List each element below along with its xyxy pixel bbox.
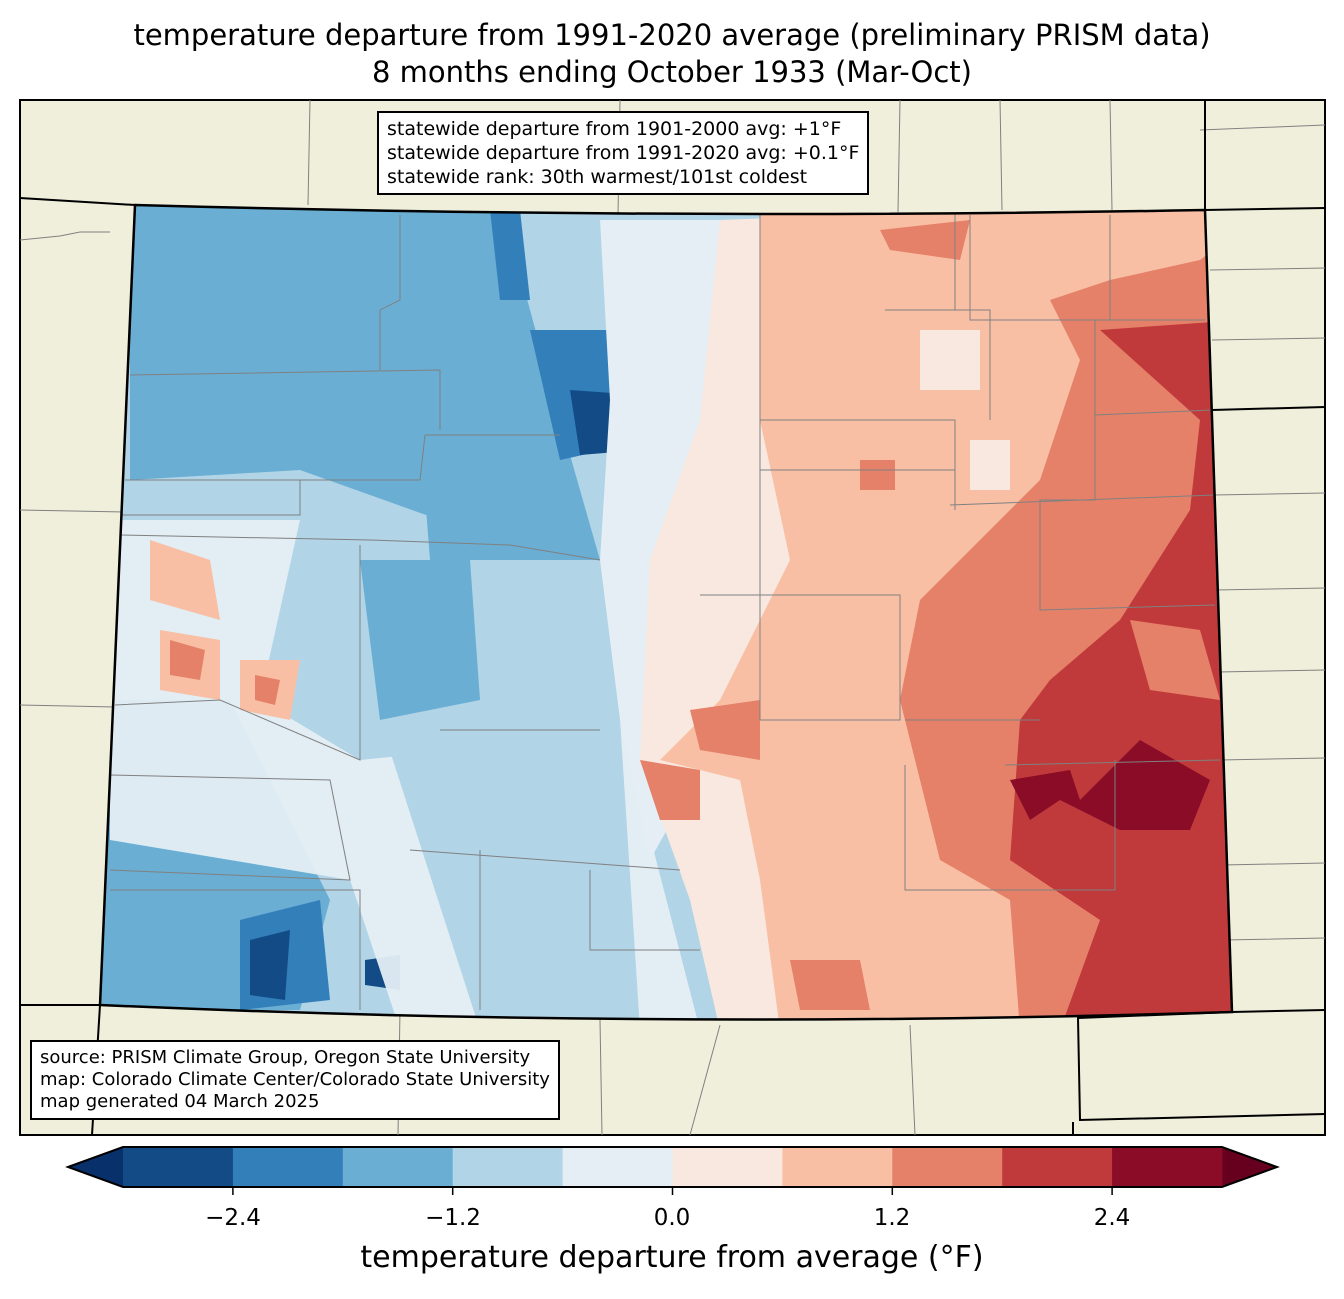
colorbar <box>65 1146 1280 1195</box>
stats-line-2: statewide departure from 1991-2020 avg: … <box>387 142 860 164</box>
colorbar-bin <box>562 1147 673 1187</box>
colorbar-bin <box>123 1147 234 1187</box>
colorbar-over-arrow <box>1222 1147 1277 1187</box>
source-line-2: map: Colorado Climate Center/Colorado St… <box>40 1069 550 1090</box>
stats-line-1: statewide departure from 1901-2000 avg: … <box>387 118 842 140</box>
source-line-1: source: PRISM Climate Group, Oregon Stat… <box>40 1047 531 1068</box>
colorbar-tick-label: −1.2 <box>425 1205 481 1231</box>
colorbar-tick-label: 1.2 <box>873 1205 911 1231</box>
departure-contours <box>100 205 1232 1020</box>
stats-line-3: statewide rank: 30th warmest/101st colde… <box>387 166 808 188</box>
colorbar-bin <box>672 1147 783 1187</box>
statewide-stats-box: statewide departure from 1901-2000 avg: … <box>377 111 870 195</box>
colorbar-bin <box>452 1147 564 1187</box>
colorbar-bin <box>782 1147 893 1187</box>
source-line-3: map generated 04 March 2025 <box>40 1091 320 1112</box>
colorbar-under-arrow <box>68 1147 123 1187</box>
colorbar-tick-label: 0.0 <box>653 1205 691 1231</box>
colorbar-label: temperature departure from average (°F) <box>360 1240 984 1275</box>
colorbar-bin <box>1002 1147 1113 1187</box>
colorbar-bin <box>1112 1147 1223 1187</box>
colorbar-tick-label: −2.4 <box>205 1205 261 1231</box>
neighbor-state-county-lines <box>19 99 1326 1136</box>
title-line-2: 8 months ending October 1933 (Mar-Oct) <box>371 55 972 89</box>
colorbar-bin <box>342 1147 454 1187</box>
colorbar-outline <box>65 1146 1280 1188</box>
county-borders <box>109 210 1221 1010</box>
title-line-1: temperature departure from 1991-2020 ave… <box>133 18 1211 52</box>
colorbar-bin <box>892 1147 1003 1187</box>
colorbar-tick-label: 2.4 <box>1093 1205 1131 1231</box>
colorbar-bin <box>232 1147 344 1187</box>
source-box: source: PRISM Climate Group, Oregon Stat… <box>30 1040 560 1120</box>
